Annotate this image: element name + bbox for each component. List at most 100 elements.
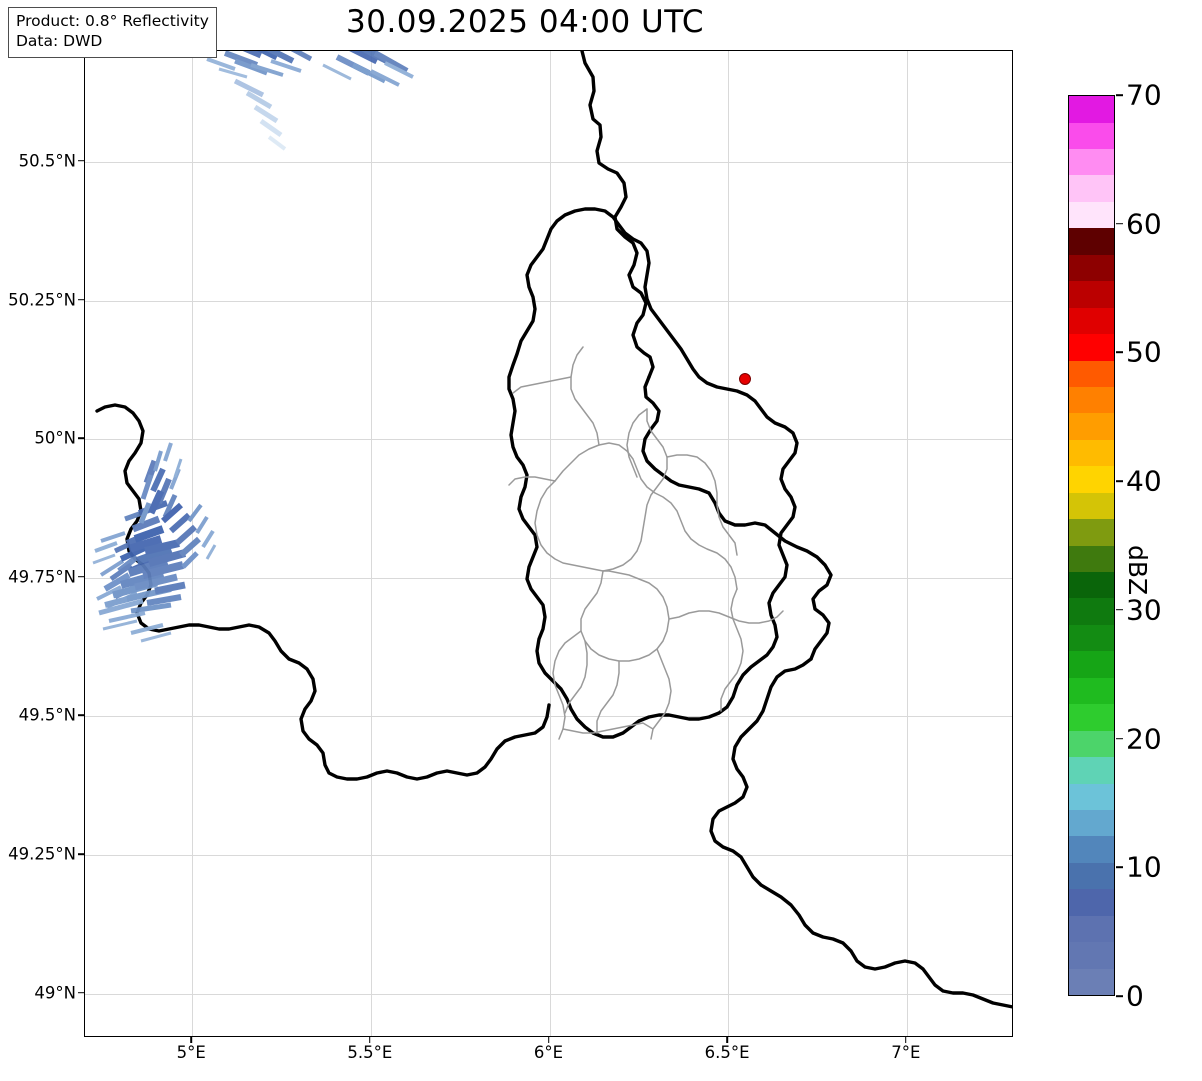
colorbar-tick-mark (1116, 94, 1123, 96)
x-axis-tick-mark (905, 1037, 907, 1043)
colorbar-tick-mark (1116, 866, 1123, 869)
x-axis-tick-label: 5°E (176, 1043, 206, 1062)
radar-echo-cluster-west (92, 442, 217, 643)
colorbar-tick-mark (1116, 222, 1123, 225)
x-axis-tick-label: 6.5°E (704, 1043, 750, 1062)
colorbar-band (1069, 651, 1114, 678)
colorbar-band (1069, 228, 1114, 255)
colorbar-tick-label: 10 (1126, 850, 1162, 884)
colorbar-tick-label: 50 (1126, 335, 1162, 369)
gridline-horizontal (85, 439, 1012, 441)
y-axis-tick-label: 49°N (34, 983, 76, 1003)
colorbar-band (1069, 624, 1114, 652)
colorbar-band (1069, 519, 1114, 546)
radar-site-marker[interactable] (739, 372, 752, 385)
y-axis-tick-mark (78, 714, 84, 717)
colorbar-band (1069, 466, 1114, 493)
colorbar-band (1069, 334, 1114, 361)
x-axis-tick-mark (547, 1037, 550, 1043)
gridline-horizontal (85, 161, 1012, 163)
colorbar-tick-mark (1116, 480, 1123, 482)
colorbar-band (1069, 175, 1114, 202)
colorbar-band (1069, 122, 1114, 149)
y-axis-tick-label: 49.5°N (18, 705, 76, 725)
y-axis-tick-label: 50°N (34, 428, 76, 448)
map-geometry-layer (95, 51, 1012, 1009)
x-axis-tick-mark (190, 1037, 192, 1043)
colorbar-band (1069, 783, 1114, 810)
page-title: 30.09.2025 04:00 UTC (346, 4, 704, 40)
colorbar-band (1069, 254, 1114, 282)
y-axis-tick-mark (78, 160, 84, 162)
gridline-vertical (728, 51, 730, 1036)
colorbar-band (1069, 492, 1114, 520)
radar-echo-cluster-north (206, 51, 414, 151)
info-data-line: Data: DWD (16, 31, 103, 50)
x-axis-tick-mark (369, 1037, 371, 1043)
colorbar-tick-label: 30 (1126, 593, 1162, 627)
y-axis-tick-mark (78, 991, 84, 994)
y-axis-tick-label: 50.25°N (8, 290, 76, 310)
colorbar-band (1069, 360, 1114, 387)
product-info-box: Product: 0.8° Reflectivity Data: DWD (8, 7, 217, 58)
colorbar-band (1069, 862, 1114, 890)
colorbar-tick-label: 60 (1126, 207, 1162, 241)
x-axis-tick-label: 6°E (533, 1043, 564, 1062)
colorbar-band (1069, 96, 1114, 123)
luxembourg-border-path (507, 207, 799, 739)
colorbar-band (1069, 598, 1114, 625)
colorbar-tick-label: 0 (1126, 979, 1144, 1013)
colorbar-band (1069, 572, 1114, 599)
colorbar-band (1069, 915, 1114, 943)
colorbar-band (1069, 201, 1114, 229)
y-axis-tick-label: 49.75°N (8, 567, 76, 587)
y-axis-tick-label: 49.25°N (8, 844, 76, 864)
colorbar-band (1069, 968, 1114, 995)
gridline-horizontal (85, 300, 1012, 302)
colorbar-tick-mark (1116, 737, 1123, 740)
y-axis-tick-label: 50.5°N (18, 151, 76, 171)
colorbar-band (1069, 809, 1114, 837)
colorbar-band (1069, 439, 1114, 467)
map-plot-area[interactable] (84, 50, 1013, 1037)
x-axis-tick-label: 7°E (891, 1043, 921, 1062)
colorbar-band (1069, 730, 1114, 758)
info-product-line: Product: 0.8° Reflectivity (16, 12, 209, 30)
colorbar-band (1069, 889, 1114, 916)
x-axis-tick-mark (726, 1037, 728, 1043)
gridline-vertical (549, 51, 551, 1036)
y-axis-tick-mark (78, 853, 84, 855)
colorbar-band (1069, 545, 1114, 572)
colorbar-band (1069, 307, 1114, 335)
x-axis-tick-label: 5.5°E (347, 1043, 393, 1062)
radar-reflectivity-layer (92, 51, 414, 643)
country-border-paths (95, 51, 1012, 1009)
colorbar-band (1069, 386, 1114, 414)
colorbar-tick-label: 40 (1126, 464, 1162, 498)
gridline-vertical (906, 51, 908, 1036)
colorbar-band (1069, 149, 1114, 176)
colorbar-band (1069, 281, 1114, 308)
colorbar[interactable] (1068, 95, 1115, 996)
colorbar-band (1069, 704, 1114, 731)
colorbar-band (1069, 413, 1114, 440)
y-axis-tick-mark (78, 437, 84, 439)
gridline-horizontal (85, 993, 1012, 995)
colorbar-band (1069, 836, 1114, 863)
colorbar-tick-label: 20 (1126, 722, 1162, 756)
colorbar-tick-mark (1116, 609, 1123, 611)
colorbar-axis-label: dBZ (1123, 545, 1152, 596)
canton-border-paths (508, 346, 784, 740)
colorbar-band (1069, 677, 1114, 705)
y-axis-tick-mark (78, 298, 84, 301)
colorbar-tick-mark (1116, 351, 1123, 354)
gridline-horizontal (85, 855, 1012, 857)
colorbar-tick-mark (1116, 995, 1123, 997)
y-axis-tick-mark (78, 575, 84, 578)
colorbar-band (1069, 942, 1114, 969)
colorbar-band (1069, 757, 1114, 784)
gridline-vertical (370, 51, 372, 1036)
gridline-horizontal (85, 577, 1012, 579)
colorbar-tick-label: 70 (1126, 78, 1162, 112)
